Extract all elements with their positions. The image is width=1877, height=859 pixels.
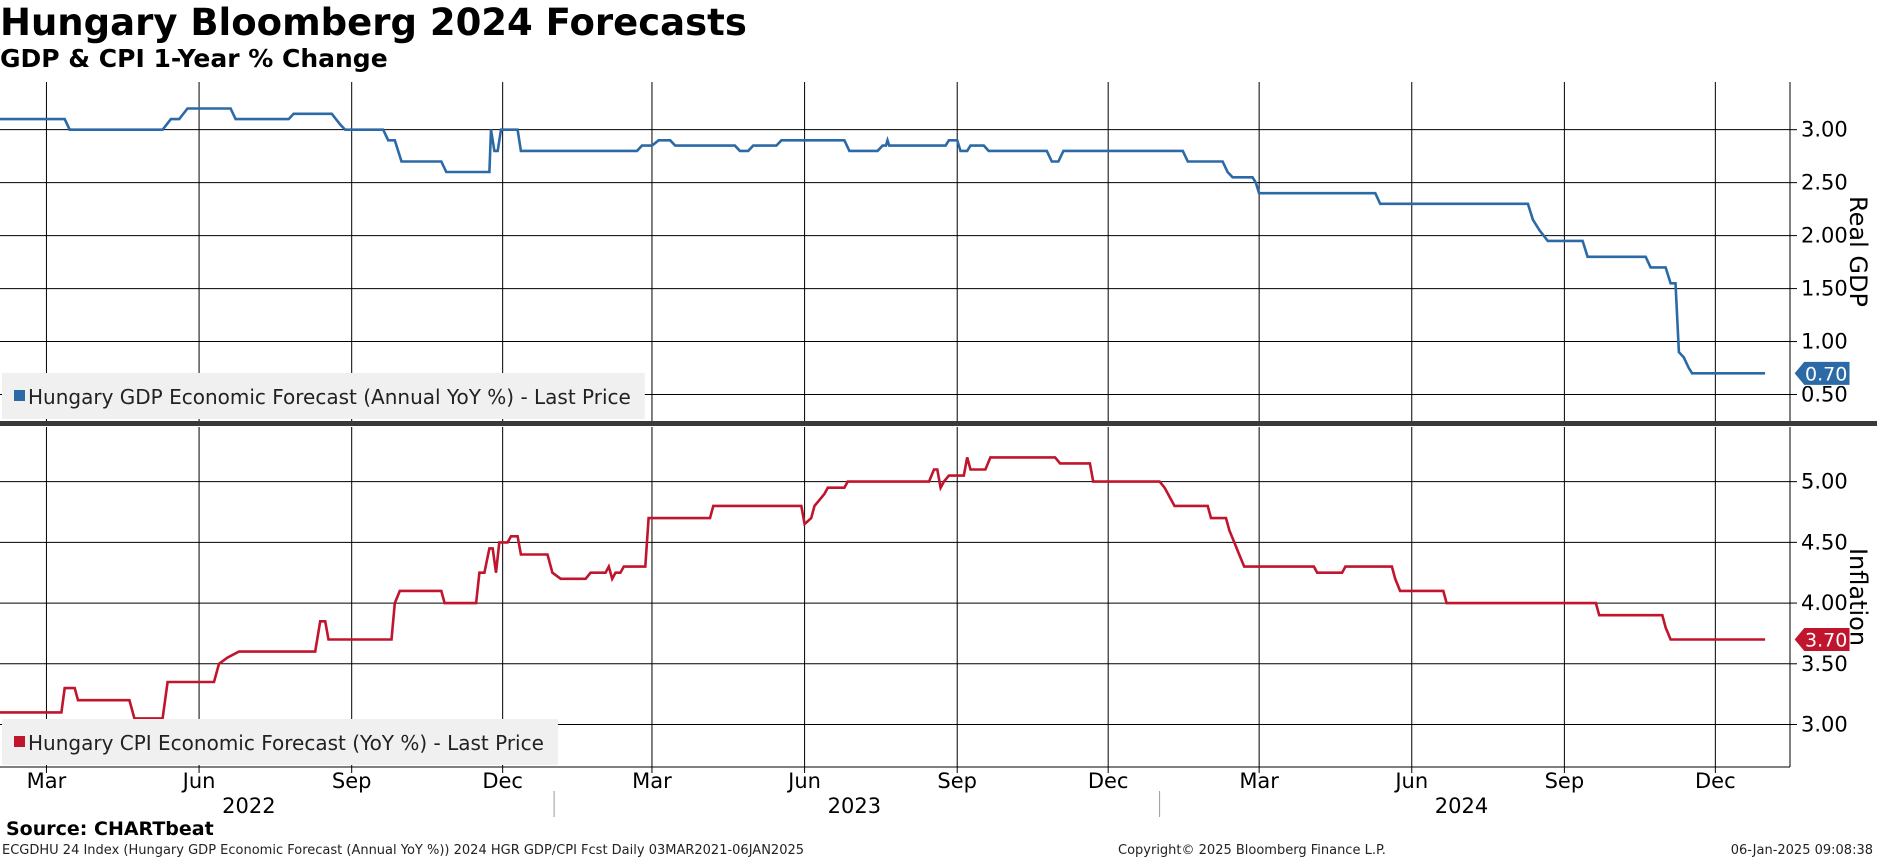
gdp-legend-swatch — [14, 390, 25, 401]
cpi-legend: Hungary CPI Economic Forecast (YoY %) - … — [2, 719, 558, 765]
cpi-vertical-gridlines — [45, 427, 1716, 767]
cpi-yaxis-ticks: 3.00 3.50 4.00 4.50 5.00 — [1789, 427, 1848, 767]
footer-timestamp: 06-Jan-2025 09:08:38 — [1730, 843, 1873, 858]
gdp-last-value-marker — [1793, 360, 1851, 386]
cpi-last-value-label: 3.70 — [1805, 630, 1847, 652]
x-month-label: Sep — [332, 769, 372, 793]
x-year-label: 2023 — [828, 794, 881, 818]
gdp-tick-label: 0.50 — [1801, 383, 1848, 407]
x-year-label: 2024 — [1435, 794, 1488, 818]
cpi-tick-label: 4.00 — [1801, 591, 1848, 615]
gdp-last-value-flag: 0.70 — [1793, 360, 1851, 386]
chart-title: Hungary Bloomberg 2024 Forecasts — [0, 1, 747, 44]
cpi-legend-label: Hungary CPI Economic Forecast (YoY %) - … — [28, 731, 544, 755]
source-label: Source: CHARTbeat — [6, 818, 214, 840]
gdp-axis-title: Real GDP — [1844, 196, 1872, 307]
gdp-tick-label: 1.50 — [1801, 277, 1848, 301]
gdp-last-value-label: 0.70 — [1805, 363, 1847, 385]
gdp-gridlines — [0, 129, 1790, 396]
x-month-label: Dec — [1695, 769, 1736, 793]
gdp-legend-background — [2, 373, 645, 419]
cpi-panel: 3.003.504.004.505.00 Inflation Hungary C… — [0, 427, 1872, 767]
x-month-label: Dec — [1088, 769, 1129, 793]
gdp-tick-label: 2.00 — [1801, 224, 1848, 248]
gdp-legend: Hungary GDP Economic Forecast (Annual Yo… — [2, 373, 645, 419]
cpi-legend-background — [2, 719, 558, 765]
gdp-tick-label: 1.00 — [1801, 330, 1848, 354]
x-month-label: Mar — [27, 769, 67, 793]
cpi-tick-label: 3.00 — [1801, 713, 1848, 737]
x-year-label: 2022 — [222, 794, 275, 818]
x-month-label: Mar — [632, 769, 672, 793]
gdp-yaxis-ticks: 0.50 1.00 1.50 2.00 2.50 3.00 — [1789, 82, 1848, 421]
x-month-label: Jun — [786, 769, 821, 793]
gdp-legend-label: Hungary GDP Economic Forecast (Annual Yo… — [28, 385, 631, 409]
footer-copyright: Copyright© 2025 Bloomberg Finance L.P. — [1118, 843, 1386, 858]
panel-separator — [0, 421, 1877, 426]
x-month-label: Sep — [1545, 769, 1585, 793]
gdp-tick-label: 2.50 — [1801, 171, 1848, 195]
x-month-label: Jun — [181, 769, 216, 793]
cpi-last-value-marker — [1793, 627, 1851, 652]
x-month-label: Jun — [1393, 769, 1428, 793]
cpi-last-value-flag: 3.70 — [1793, 627, 1851, 652]
gdp-series-line — [0, 107, 1766, 375]
gdp-vertical-gridlines — [45, 82, 1716, 421]
gdp-tick-label: 3.00 — [1801, 118, 1848, 142]
cpi-tick-label: 4.50 — [1801, 530, 1848, 554]
x-month-label: Dec — [482, 769, 523, 793]
cpi-tick-label: 3.50 — [1801, 652, 1848, 676]
x-axis: Mar Jun Sep Dec Mar Jun Sep Dec Mar Jun Sep Dec 2022… — [0, 766, 1790, 818]
x-month-label: Sep — [937, 769, 977, 793]
footer-security-description: ECGDHU 24 Index (Hungary GDP Economic Fo… — [2, 843, 805, 858]
cpi-tick-label: 5.00 — [1801, 470, 1848, 494]
cpi-series-line — [0, 456, 1766, 720]
gdp-panel: 0.50 1.00 1.50 2.00 2.50 3.00 Real GDP Hungar… — [0, 82, 1872, 421]
x-month-label: Mar — [1239, 769, 1279, 793]
chart-subtitle: GDP & CPI 1-Year % Change — [0, 44, 388, 73]
cpi-legend-swatch — [14, 736, 25, 747]
